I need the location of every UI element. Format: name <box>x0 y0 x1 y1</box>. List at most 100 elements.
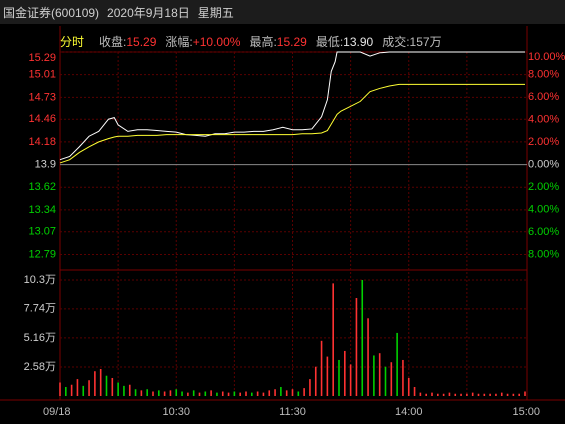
info-value: 15.29 <box>126 34 157 49</box>
info-row: 分时 收盘:15.29 涨幅:+10.00% 最高:15.29 最低:13.90 成交:… <box>60 32 442 50</box>
x-tick-label: 11:30 <box>279 406 306 418</box>
volume-bar <box>320 340 323 396</box>
y-tick-label: 13.34 <box>28 204 56 216</box>
y2-tick-label: 4.00% <box>528 204 559 216</box>
info-label: 收盘: <box>99 34 127 49</box>
volume-bar <box>268 390 271 396</box>
info-label: 最高: <box>249 34 277 49</box>
volume-bar <box>163 391 166 396</box>
volume-bar <box>274 389 276 396</box>
volume-bar <box>396 332 398 396</box>
y-tick-label: 10.3万 <box>24 274 56 286</box>
volume-bar <box>59 382 61 396</box>
volume-bar <box>123 385 125 396</box>
price-line <box>59 83 525 164</box>
volume-bar <box>94 371 96 396</box>
volume-bar <box>413 386 416 396</box>
volume-bar <box>373 355 375 396</box>
y-tick-label: 12.79 <box>28 248 56 260</box>
volume-bar <box>245 391 247 396</box>
volume-bar <box>297 391 300 396</box>
volume-bar <box>512 393 515 396</box>
date: 2020年9月18日 <box>107 5 190 20</box>
volume-bar <box>175 389 178 396</box>
y2-tick-label: 6.00% <box>528 226 559 238</box>
volume-bar <box>158 390 160 396</box>
volume-bar <box>524 391 526 396</box>
y-tick-label: 7.74万 <box>24 303 56 315</box>
volume-bar <box>216 392 218 396</box>
y-tick-label: 13.62 <box>28 181 56 193</box>
volume-bar <box>460 393 462 396</box>
volume-bar <box>407 377 410 396</box>
volume-bar <box>221 391 224 396</box>
y2-tick-label: 6.00% <box>528 91 559 103</box>
y2-tick-label: 0.00% <box>528 158 559 170</box>
volume-bar <box>332 283 334 396</box>
volume-bar <box>338 359 340 396</box>
volume-bar <box>477 393 480 396</box>
y-tick-label: 14.46 <box>28 113 56 125</box>
volume-bar <box>431 392 433 396</box>
y-tick-label: 5.16万 <box>24 332 56 344</box>
volume-bar <box>198 392 201 396</box>
y-tick-label: 13.07 <box>28 226 56 238</box>
info-label: 成交: <box>382 34 410 49</box>
volume-bar <box>518 393 520 396</box>
info-item: 收盘:15.29 <box>99 33 156 50</box>
volume-bar <box>251 392 253 396</box>
title-bar: 国金证券(600109) 2020年9月18日 星期五 <box>0 0 565 24</box>
y2-tick-label: 2.00% <box>528 181 559 193</box>
volume-bar <box>489 393 491 396</box>
volume-bar <box>70 384 73 396</box>
volume-bar <box>76 379 79 396</box>
x-tick-label: 15:00 <box>512 406 540 418</box>
info-label: 最低: <box>315 34 344 49</box>
volume-bar <box>134 389 137 396</box>
stock-name: 国金证券(600109) <box>3 5 100 20</box>
mode-tab[interactable]: 分时 <box>60 34 85 49</box>
volume-bar <box>361 280 364 396</box>
volume-bar <box>285 390 288 396</box>
volume-bar <box>210 390 212 396</box>
volume-bar <box>204 391 207 396</box>
y-tick-label: 2.58万 <box>24 361 56 373</box>
y2-tick-label: 2.00% <box>528 136 559 148</box>
x-tick-label: 14:00 <box>395 406 423 418</box>
volume-bar <box>495 393 497 396</box>
volume-bar <box>471 392 474 396</box>
x-tick-label: 09/18 <box>43 406 71 418</box>
volume-bar <box>111 377 114 396</box>
y2-tick-label: 4.00% <box>528 113 559 125</box>
volume-bar <box>349 364 352 396</box>
volume-bar <box>483 393 486 396</box>
info-item: 成交:157万 <box>382 33 441 50</box>
volume-bar <box>506 393 509 396</box>
y-tick-label: 15.29 <box>28 52 56 64</box>
volume-bar <box>88 380 90 396</box>
volume-bar <box>128 384 131 396</box>
volume-bar <box>99 368 102 396</box>
volume-bar <box>65 386 67 396</box>
volume-bar <box>117 382 119 396</box>
volume-bar <box>367 318 369 396</box>
y-tick-label: 14.18 <box>28 136 56 148</box>
volume-bar <box>140 390 143 396</box>
volume-bar <box>466 393 468 396</box>
volume-bar <box>402 359 404 396</box>
volume-bar <box>303 388 305 396</box>
volume-bar <box>105 375 108 396</box>
volume-bar <box>82 385 85 396</box>
volume-bar <box>448 392 451 396</box>
volume-bar <box>280 386 282 396</box>
volume-bar <box>227 392 230 396</box>
weekday: 星期五 <box>197 5 234 20</box>
info-value: 157万 <box>409 34 442 49</box>
info-item: 最低:13.90 <box>316 33 373 50</box>
y2-tick-label: 8.00% <box>528 249 559 261</box>
volume-bar <box>442 393 445 396</box>
info-label: 涨幅: <box>165 34 193 49</box>
volume-bar <box>454 393 457 396</box>
volume-bar <box>256 391 259 396</box>
